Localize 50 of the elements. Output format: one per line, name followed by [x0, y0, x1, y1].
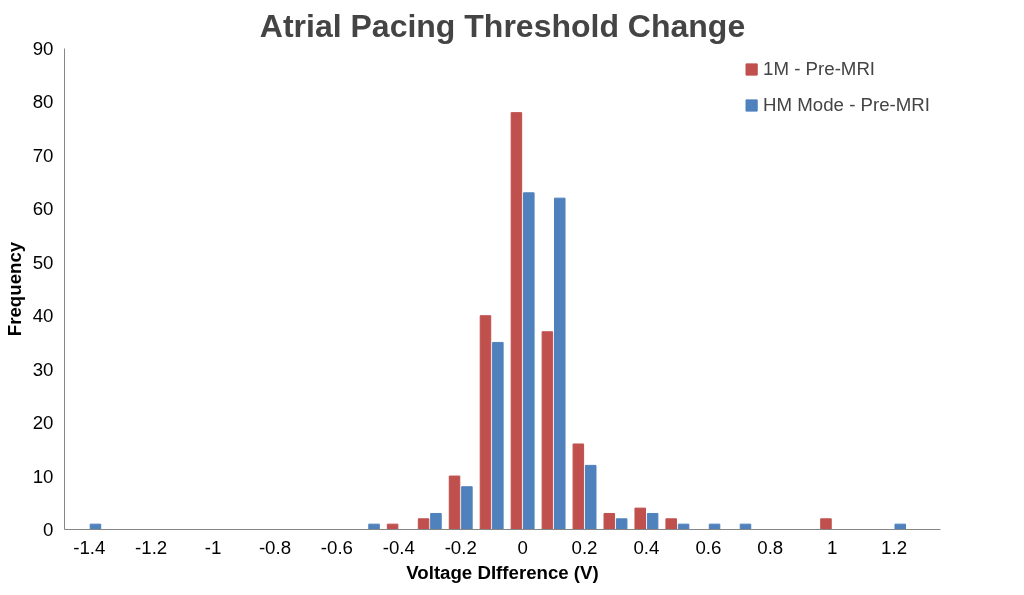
x-tick-label: 0.8 — [757, 536, 784, 558]
bar — [523, 192, 535, 530]
y-tick-label: 70 — [32, 144, 54, 166]
x-tick-label: -0.4 — [382, 536, 415, 558]
x-tick-label: -1.2 — [135, 536, 168, 558]
bar — [665, 518, 677, 530]
x-tick-label: -0.2 — [444, 536, 477, 558]
bar — [554, 197, 566, 530]
x-tick-label: -1 — [204, 536, 222, 558]
bar — [430, 512, 442, 530]
bar — [510, 112, 523, 530]
bar — [634, 507, 647, 530]
x-tick-label: -0.6 — [320, 536, 353, 558]
y-tick-label: 20 — [32, 412, 54, 434]
bar — [461, 486, 473, 530]
y-tick-label: 60 — [32, 198, 54, 220]
y-tick-label: 40 — [32, 305, 54, 327]
bar — [820, 518, 832, 530]
bar — [448, 475, 461, 530]
legend-label: 1M - Pre-MRI — [763, 58, 876, 80]
bar — [368, 523, 380, 530]
bar — [492, 341, 504, 530]
x-tick-label: 1 — [826, 536, 838, 558]
x-tick-label: 0 — [517, 536, 528, 558]
chart-title: Atrial Pacing Threshold Change — [259, 7, 746, 44]
bar — [386, 523, 399, 530]
y-tick-label: 0 — [43, 519, 54, 540]
y-tick-label: 50 — [32, 251, 54, 273]
x-tick-label: -1.4 — [73, 536, 106, 558]
bar — [417, 518, 430, 530]
x-tick-label: 0.2 — [571, 536, 598, 558]
y-axis-title: Frequency — [3, 241, 25, 337]
bar — [584, 464, 597, 530]
bar — [646, 512, 659, 530]
x-axis-title: Voltage DIfference (V) — [406, 561, 599, 583]
y-tick-label: 30 — [32, 358, 54, 380]
x-tick-label: 0.6 — [695, 536, 722, 558]
legend-label: HM Mode - Pre-MRI — [763, 94, 930, 116]
bar — [541, 331, 554, 530]
bar — [479, 315, 492, 530]
bar — [572, 443, 585, 530]
y-tick-label: 10 — [32, 465, 54, 487]
bar — [615, 518, 628, 530]
x-tick-label: 0.4 — [633, 536, 660, 558]
x-tick-label: 1.2 — [881, 536, 908, 558]
y-tick-label: 90 — [32, 38, 54, 59]
bar — [603, 512, 616, 530]
x-tick-label: -0.8 — [258, 536, 292, 558]
y-tick-label: 80 — [32, 91, 54, 113]
bar — [894, 523, 907, 530]
